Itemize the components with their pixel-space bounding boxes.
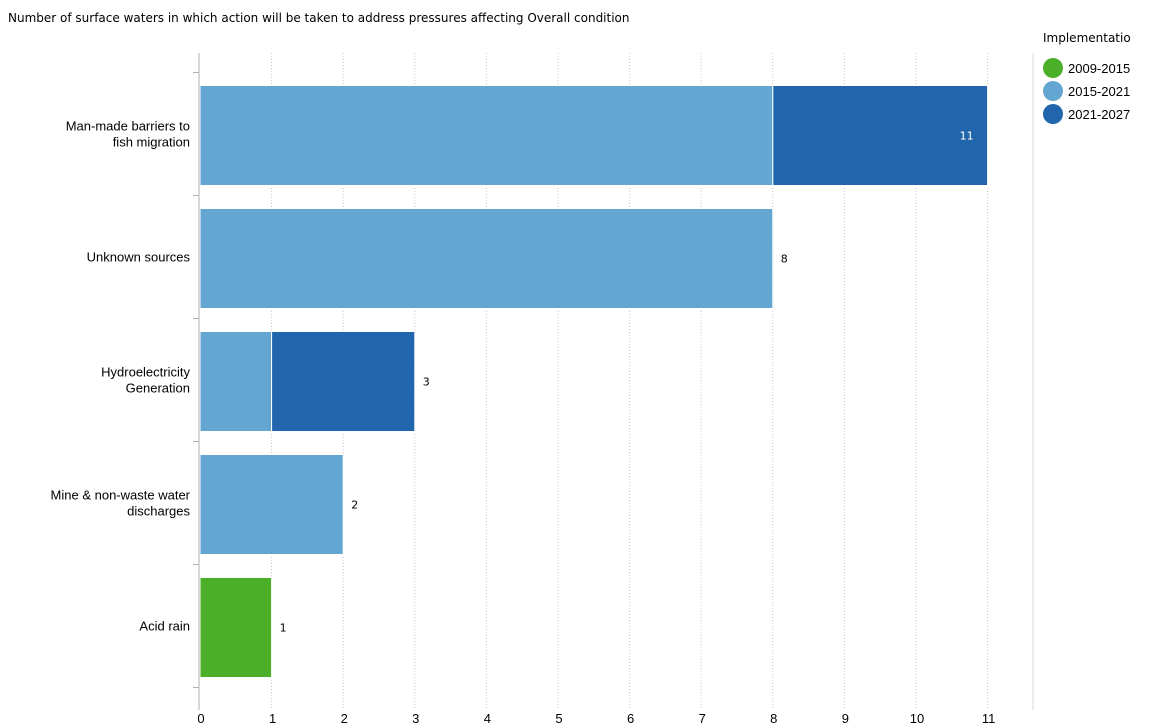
category-label: discharges — [127, 504, 190, 519]
x-tick-label: 3 — [412, 711, 419, 726]
x-tick-label: 0 — [197, 711, 204, 726]
category-label: Acid rain — [139, 619, 190, 634]
x-tick-label: 5 — [555, 711, 562, 726]
category-label: fish migration — [113, 135, 190, 150]
legend-swatch — [1043, 58, 1063, 78]
data-label: 11 — [960, 130, 974, 143]
bars — [199, 85, 989, 678]
data-label: 1 — [280, 622, 287, 635]
category-label: Generation — [126, 381, 190, 396]
legend-swatch — [1043, 104, 1063, 124]
category-label: Man-made barriers to — [66, 119, 190, 134]
bar-segment — [199, 331, 273, 432]
legend-label: 2015-2021 — [1068, 84, 1130, 99]
data-label: 3 — [423, 376, 430, 389]
category-label: Mine & non-waste water — [51, 488, 191, 503]
data-label: 8 — [781, 253, 788, 266]
chart-title: Number of surface waters in which action… — [8, 11, 630, 25]
x-tick-label: 9 — [842, 711, 849, 726]
x-tick-label: 7 — [699, 711, 706, 726]
bar-segment — [199, 85, 774, 186]
bar-segment — [199, 454, 344, 555]
data-label: 2 — [351, 499, 358, 512]
legend-label: 2021-2027 — [1068, 107, 1130, 122]
legend-title: Implementatio — [1043, 31, 1131, 45]
bar-segment — [772, 85, 989, 186]
category-label: Unknown sources — [87, 250, 191, 265]
legend-label: 2009-2015 — [1068, 61, 1130, 76]
legend-swatch — [1043, 81, 1063, 101]
bar-segment — [199, 577, 273, 678]
grid — [271, 53, 1034, 710]
x-tick-label: 8 — [770, 711, 777, 726]
bar-segment — [199, 208, 774, 309]
labels: 0 1 2 3 4 5 6 7 8 9 10 11 11 Man-made barriers tofish… — [51, 119, 996, 727]
bar-segment — [271, 331, 416, 432]
axes — [193, 53, 200, 710]
x-tick-label: 11 — [982, 711, 996, 726]
x-tick-label: 4 — [484, 711, 491, 726]
category-label: Hydroelectricity — [101, 365, 190, 380]
x-tick-label: 1 — [269, 711, 276, 726]
legend: Implementatio 2009-2015 2015-2021 2021-202… — [1043, 31, 1131, 124]
x-tick-label: 6 — [627, 711, 634, 726]
x-tick-label: 2 — [341, 711, 348, 726]
x-tick-label: 10 — [910, 711, 924, 726]
